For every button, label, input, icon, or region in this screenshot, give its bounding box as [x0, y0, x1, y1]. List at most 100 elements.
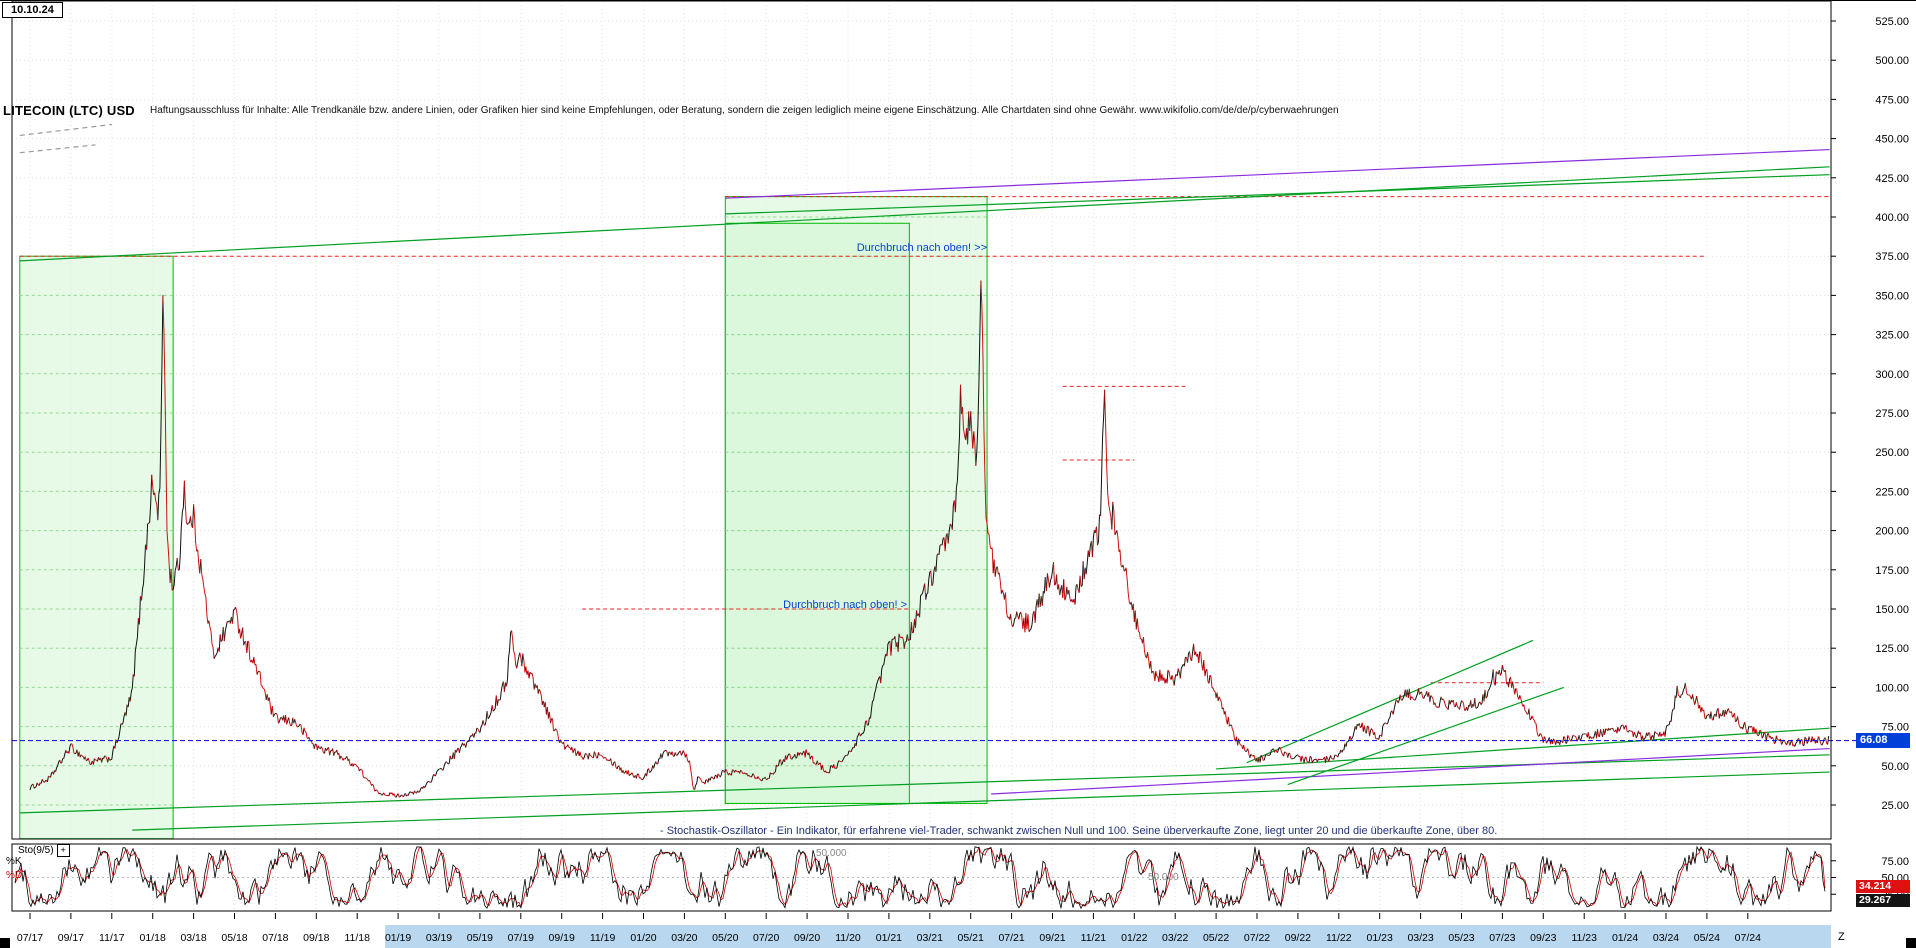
x-tick-label: 01/24 [1612, 932, 1638, 944]
x-tick-label: 07/24 [1735, 932, 1761, 944]
price-tick-label: 200.00 [1875, 526, 1909, 538]
price-series-up [29, 280, 1830, 798]
x-tick-label: 05/22 [1203, 932, 1229, 944]
x-tick-label: 07/19 [508, 932, 534, 944]
breakout-annotation-lower: Durchbruch nach oben! > [783, 599, 907, 611]
chart-title: LITECOIN (LTC) USD [3, 103, 135, 118]
percent-d-legend: %D [6, 870, 23, 881]
price-tick-label: 425.00 [1875, 173, 1909, 185]
x-tick-label: 09/21 [1039, 932, 1065, 944]
price-tick-label: 100.00 [1875, 682, 1909, 694]
stochastic-d-line [14, 846, 1826, 909]
breakout-zone-box [19, 255, 174, 840]
trend-line [1216, 727, 1830, 770]
price-tick-label: 125.00 [1875, 643, 1909, 655]
x-tick-label: 09/18 [303, 932, 329, 944]
expand-indicator-button[interactable]: + [56, 844, 70, 857]
x-tick-label: 01/18 [140, 932, 166, 944]
percent-k-legend: %K [6, 856, 22, 867]
price-pane-border [11, 0, 1832, 840]
price-tick-label: 500.00 [1875, 55, 1909, 67]
trend-line [1287, 686, 1564, 786]
price-tick-label: 175.00 [1875, 565, 1909, 577]
price-tick-label: 275.00 [1875, 408, 1909, 420]
x-tick-label: 01/22 [1121, 932, 1147, 944]
price-tick-label: 50.00 [1881, 761, 1909, 773]
x-tick-label: 11/22 [1326, 932, 1352, 944]
x-tick-label: 09/19 [549, 932, 575, 944]
oscillator-level-label: 50.000 [816, 848, 847, 859]
price-tick-label: 525.00 [1875, 16, 1909, 28]
x-tick-label: 03/22 [1162, 932, 1188, 944]
x-tick-label: 03/24 [1653, 932, 1679, 944]
x-tick-label: 09/23 [1530, 932, 1556, 944]
date-label: 10.10.24 [2, 2, 63, 18]
green-boxes [19, 196, 988, 840]
x-tick-label: 09/20 [794, 932, 820, 944]
x-tick-label: 05/24 [1694, 932, 1720, 944]
x-tick-label: 07/18 [262, 932, 288, 944]
stochastic-description: - Stochastik-Oszillator - Ein Indikator,… [660, 825, 1498, 837]
x-tick-label: 07/22 [1244, 932, 1270, 944]
stochastic-k-badge: 29.267 [1856, 894, 1910, 907]
stochastic-k-line [14, 845, 1826, 910]
oscillator-series [12, 845, 1831, 910]
price-tick-label: 25.00 [1881, 800, 1909, 812]
x-tick-label: 11/21 [1081, 932, 1107, 944]
x-tick-label: 11/23 [1571, 932, 1597, 944]
x-tick-label: 01/19 [385, 932, 411, 944]
price-tick-label: 350.00 [1875, 290, 1909, 302]
price-tick-label: 375.00 [1875, 251, 1909, 263]
x-tick-label: 11/17 [99, 932, 125, 944]
x-tick-label: 05/18 [221, 932, 247, 944]
price-tick-label: 225.00 [1875, 486, 1909, 498]
x-tick-label: 01/23 [1367, 932, 1393, 944]
price-tick-label: 250.00 [1875, 447, 1909, 459]
x-tick-label: 05/21 [958, 932, 984, 944]
price-tick-label: 300.00 [1875, 369, 1909, 381]
current-price-badge: 66.08 [1856, 733, 1910, 748]
breakout-zone-box [724, 222, 910, 804]
x-tick-label: 11/20 [835, 932, 861, 944]
price-tick-label: 150.00 [1875, 604, 1909, 616]
price-tick-label: 475.00 [1875, 94, 1909, 106]
sto-setting-label: Sto(9/5) [18, 845, 54, 857]
x-tick-label: 07/20 [753, 932, 779, 944]
x-tick-label: 11/19 [590, 932, 616, 944]
x-tick-label: 03/23 [1407, 932, 1433, 944]
x-tick-label: 05/19 [467, 932, 493, 944]
x-tick-label: 05/23 [1448, 932, 1474, 944]
stochastic-d-badge: 34.214 [1856, 880, 1910, 893]
price-tick-label: 75.00 [1881, 722, 1909, 734]
trend-line [19, 144, 96, 154]
scrollbar-left-corner[interactable] [0, 938, 10, 948]
price-tick-label: 400.00 [1875, 212, 1909, 224]
x-tick-label: 07/23 [1489, 932, 1515, 944]
price-tick-label: 450.00 [1875, 134, 1909, 146]
trend-line [725, 148, 1830, 199]
trend-line [19, 166, 1830, 262]
date-range-highlight [385, 925, 1832, 948]
x-tick-label: 11/18 [344, 932, 370, 944]
x-tick-label: 07/21 [998, 932, 1024, 944]
trendline-layer [19, 123, 1830, 831]
price-series-down [32, 280, 1829, 798]
x-tick-label: 01/21 [876, 932, 902, 944]
x-tick-label: 09/22 [1285, 932, 1311, 944]
x-tick-label: 03/20 [671, 932, 697, 944]
breakout-annotation-upper: Durchbruch nach oben! >> [856, 242, 987, 254]
oscillator-tick-label: 75.00 [1881, 856, 1909, 868]
trend-line [991, 747, 1830, 795]
timeframe-z-label[interactable]: Z [1838, 931, 1845, 943]
x-tick-label: 09/17 [58, 932, 84, 944]
stochastic-indicator-label: Sto(9/5) + [18, 844, 70, 857]
candle-layer [29, 280, 1830, 798]
scrollbar-right-corner[interactable] [1906, 938, 1916, 948]
x-tick-label: 01/20 [630, 932, 656, 944]
trend-line [132, 771, 1830, 831]
x-tick-label: 03/21 [917, 932, 943, 944]
trend-line [725, 174, 1830, 215]
x-tick-label: 03/19 [426, 932, 452, 944]
